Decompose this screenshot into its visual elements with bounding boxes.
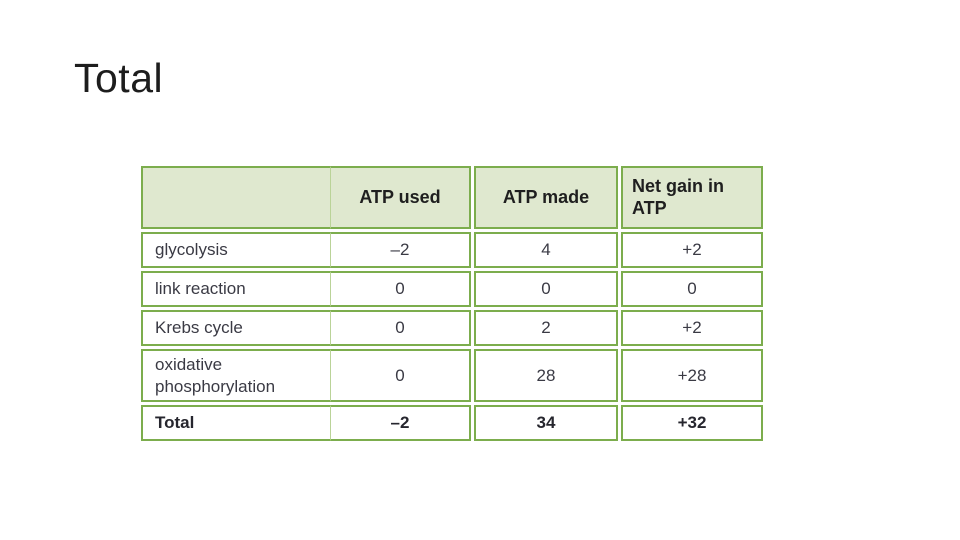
- atp-used-cell: –2: [331, 232, 471, 268]
- atp-made-cell: 28: [474, 349, 618, 402]
- header-cell-net-gain: Net gain in ATP: [621, 166, 763, 229]
- net-gain-cell: +32: [621, 405, 763, 441]
- table-row-link-reaction: link reaction 0 0 0: [141, 271, 763, 307]
- net-gain-cell: +2: [621, 310, 763, 346]
- net-gain-cell: +2: [621, 232, 763, 268]
- atp-made-cell: 2: [474, 310, 618, 346]
- page-title: Total: [74, 55, 164, 101]
- atp-table: ATP used ATP made Net gain in ATP glycol…: [141, 166, 763, 441]
- header-cell-atp-used: ATP used: [331, 166, 471, 229]
- table-row-total: Total –2 34 +32: [141, 405, 763, 441]
- row-label-cell: oxidative phosphorylation: [141, 349, 331, 402]
- net-gain-cell: +28: [621, 349, 763, 402]
- header-cell-atp-made: ATP made: [474, 166, 618, 229]
- row-label-cell: link reaction: [141, 271, 331, 307]
- table-header-row: ATP used ATP made Net gain in ATP: [141, 166, 763, 229]
- header-cell-blank: [141, 166, 331, 229]
- row-label-cell: Krebs cycle: [141, 310, 331, 346]
- atp-used-cell: –2: [331, 405, 471, 441]
- row-label-cell: glycolysis: [141, 232, 331, 268]
- atp-made-cell: 34: [474, 405, 618, 441]
- atp-used-cell: 0: [331, 271, 471, 307]
- row-label-cell: Total: [141, 405, 331, 441]
- table-row-oxidative-phosphorylation: oxidative phosphorylation 0 28 +28: [141, 349, 763, 402]
- atp-used-cell: 0: [331, 349, 471, 402]
- atp-made-cell: 4: [474, 232, 618, 268]
- net-gain-cell: 0: [621, 271, 763, 307]
- table-row-glycolysis: glycolysis –2 4 +2: [141, 232, 763, 268]
- atp-used-cell: 0: [331, 310, 471, 346]
- table-row-krebs-cycle: Krebs cycle 0 2 +2: [141, 310, 763, 346]
- atp-made-cell: 0: [474, 271, 618, 307]
